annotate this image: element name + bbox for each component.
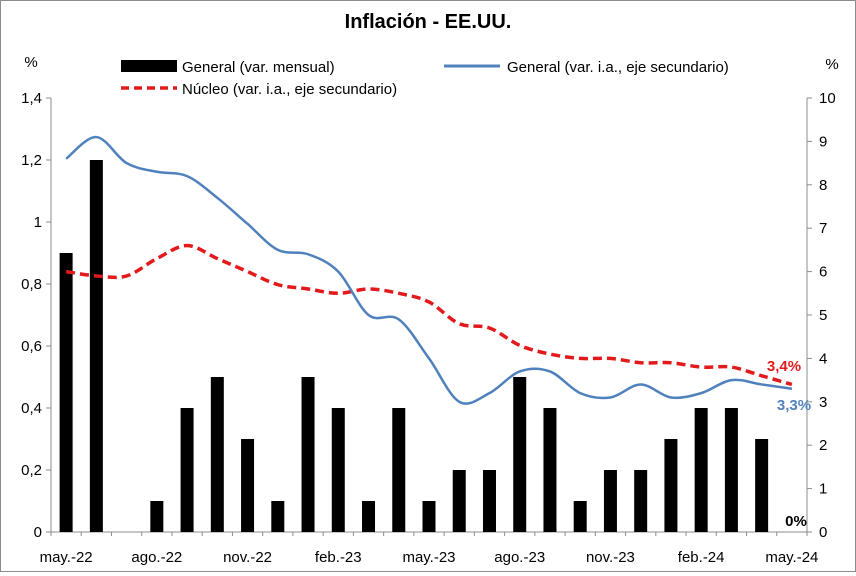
- right-tick-label: 0: [819, 524, 827, 541]
- left-axis-unit: %: [24, 54, 37, 71]
- x-tick-label: feb.-24: [678, 549, 725, 566]
- bar-monthly: [724, 408, 738, 532]
- x-tick-label: feb.-23: [315, 549, 362, 566]
- bar-monthly: [362, 501, 376, 532]
- left-tick-label: 1,4: [21, 90, 42, 107]
- chart-title: Inflación - EE.UU.: [345, 11, 512, 33]
- right-tick-label: 1: [819, 481, 827, 498]
- x-tick-label: may.-23: [402, 549, 455, 566]
- legend-label-core-yoy: Núcleo (var. i.a., eje secundario): [182, 81, 397, 98]
- bar-monthly: [331, 408, 345, 532]
- left-tick-label: 0,8: [21, 276, 42, 293]
- lines-yoy: [65, 135, 793, 405]
- bar-monthly: [755, 439, 769, 532]
- x-tick-label: ago.-22: [131, 549, 182, 566]
- bar-monthly: [543, 408, 557, 532]
- right-tick-label: 10: [819, 90, 836, 107]
- legend-swatch-monthly: [121, 60, 177, 72]
- bar-monthly: [180, 408, 194, 532]
- left-tick-label: 1: [34, 214, 42, 231]
- x-tick-label: nov.-22: [223, 549, 272, 566]
- right-axis-unit: %: [825, 56, 838, 73]
- right-tick-label: 7: [819, 220, 827, 237]
- line-general-yoy: [65, 135, 793, 405]
- right-tick-label: 3: [819, 394, 827, 411]
- right-tick-label: 8: [819, 177, 827, 194]
- bar-monthly: [573, 501, 587, 532]
- bar-monthly: [634, 470, 648, 532]
- bar-monthly: [513, 377, 527, 532]
- axes: 0 0,2 0,4 0,6 0,8 1 1,2 1,4 0 1 2 3 4 5 6 7 8 9 10 may.-22 a…: [21, 90, 836, 566]
- right-tick-label: 6: [819, 264, 827, 281]
- x-tick-label: nov.-23: [586, 549, 635, 566]
- bars-monthly: [59, 160, 769, 532]
- bar-monthly: [452, 470, 466, 532]
- bar-monthly: [482, 470, 496, 532]
- left-tick-label: 0,2: [21, 462, 42, 479]
- bar-monthly: [241, 439, 255, 532]
- left-tick-label: 0: [34, 524, 42, 541]
- x-tick-label: may.-22: [40, 549, 93, 566]
- bar-monthly: [89, 160, 103, 532]
- bar-monthly: [392, 408, 406, 532]
- left-tick-label: 0,4: [21, 400, 42, 417]
- annotation-general-last: 3,3%: [777, 397, 811, 414]
- legend: General (var. mensual) General (var. i.a…: [121, 59, 729, 98]
- x-tick-label: ago.-23: [494, 549, 545, 566]
- bar-monthly: [603, 470, 617, 532]
- right-tick-label: 4: [819, 350, 827, 367]
- legend-label-monthly: General (var. mensual): [182, 59, 335, 76]
- bar-monthly: [150, 501, 164, 532]
- x-tick-label: may.-24: [765, 549, 818, 566]
- right-tick-label: 5: [819, 307, 827, 324]
- right-tick-label: 9: [819, 133, 827, 150]
- bar-monthly: [59, 253, 73, 532]
- right-tick-label: 2: [819, 437, 827, 454]
- legend-label-general-yoy: General (var. i.a., eje secundario): [507, 59, 729, 76]
- bar-monthly: [694, 408, 708, 532]
- annotation-monthly-last: 0%: [785, 513, 807, 530]
- bar-monthly: [664, 439, 678, 532]
- bar-monthly: [422, 501, 436, 532]
- left-tick-label: 0,6: [21, 338, 42, 355]
- annotation-core-last: 3,4%: [767, 358, 801, 375]
- bar-monthly: [301, 377, 315, 532]
- bar-monthly: [210, 377, 224, 532]
- line-core-yoy: [65, 243, 793, 387]
- bar-monthly: [271, 501, 285, 532]
- left-tick-label: 1,2: [21, 152, 42, 169]
